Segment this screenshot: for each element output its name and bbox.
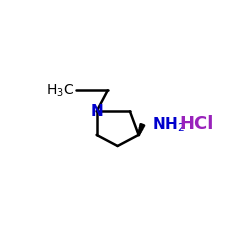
Text: H$_3$C: H$_3$C bbox=[46, 82, 74, 98]
Text: N: N bbox=[90, 104, 103, 119]
Text: NH$_2$: NH$_2$ bbox=[152, 115, 185, 134]
Text: HCl: HCl bbox=[180, 115, 214, 133]
